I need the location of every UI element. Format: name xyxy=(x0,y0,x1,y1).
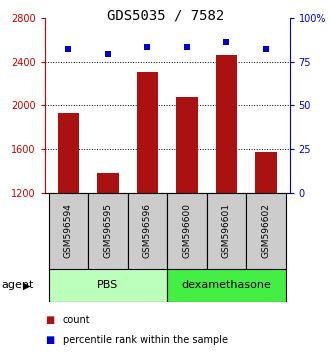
Bar xyxy=(167,193,207,269)
Point xyxy=(184,45,190,50)
Text: GSM596596: GSM596596 xyxy=(143,204,152,258)
Text: GSM596601: GSM596601 xyxy=(222,204,231,258)
Bar xyxy=(49,193,88,269)
Text: ▶: ▶ xyxy=(23,280,30,290)
Text: ■: ■ xyxy=(45,335,54,345)
Bar xyxy=(137,73,158,193)
Text: GSM596594: GSM596594 xyxy=(64,204,73,258)
Point xyxy=(66,46,71,52)
Bar xyxy=(128,193,167,269)
Text: dexamethasone: dexamethasone xyxy=(181,280,271,290)
Text: GSM596602: GSM596602 xyxy=(261,204,270,258)
Bar xyxy=(207,193,246,269)
Bar xyxy=(255,153,277,193)
Text: count: count xyxy=(63,315,90,325)
Text: percentile rank within the sample: percentile rank within the sample xyxy=(63,335,228,345)
Bar xyxy=(215,55,237,193)
Text: GSM596600: GSM596600 xyxy=(182,204,191,258)
Text: ■: ■ xyxy=(45,315,54,325)
Text: PBS: PBS xyxy=(97,280,118,290)
Text: GDS5035 / 7582: GDS5035 / 7582 xyxy=(107,9,224,23)
Bar xyxy=(88,193,128,269)
Bar xyxy=(176,97,198,193)
Point xyxy=(105,52,111,57)
Text: GSM596595: GSM596595 xyxy=(103,204,113,258)
Text: agent: agent xyxy=(2,280,34,290)
Bar xyxy=(167,269,286,302)
Bar xyxy=(97,173,119,193)
Point xyxy=(224,39,229,45)
Point xyxy=(263,46,268,52)
Point xyxy=(145,45,150,50)
Bar xyxy=(246,193,286,269)
Bar xyxy=(58,113,79,193)
Bar xyxy=(49,269,167,302)
